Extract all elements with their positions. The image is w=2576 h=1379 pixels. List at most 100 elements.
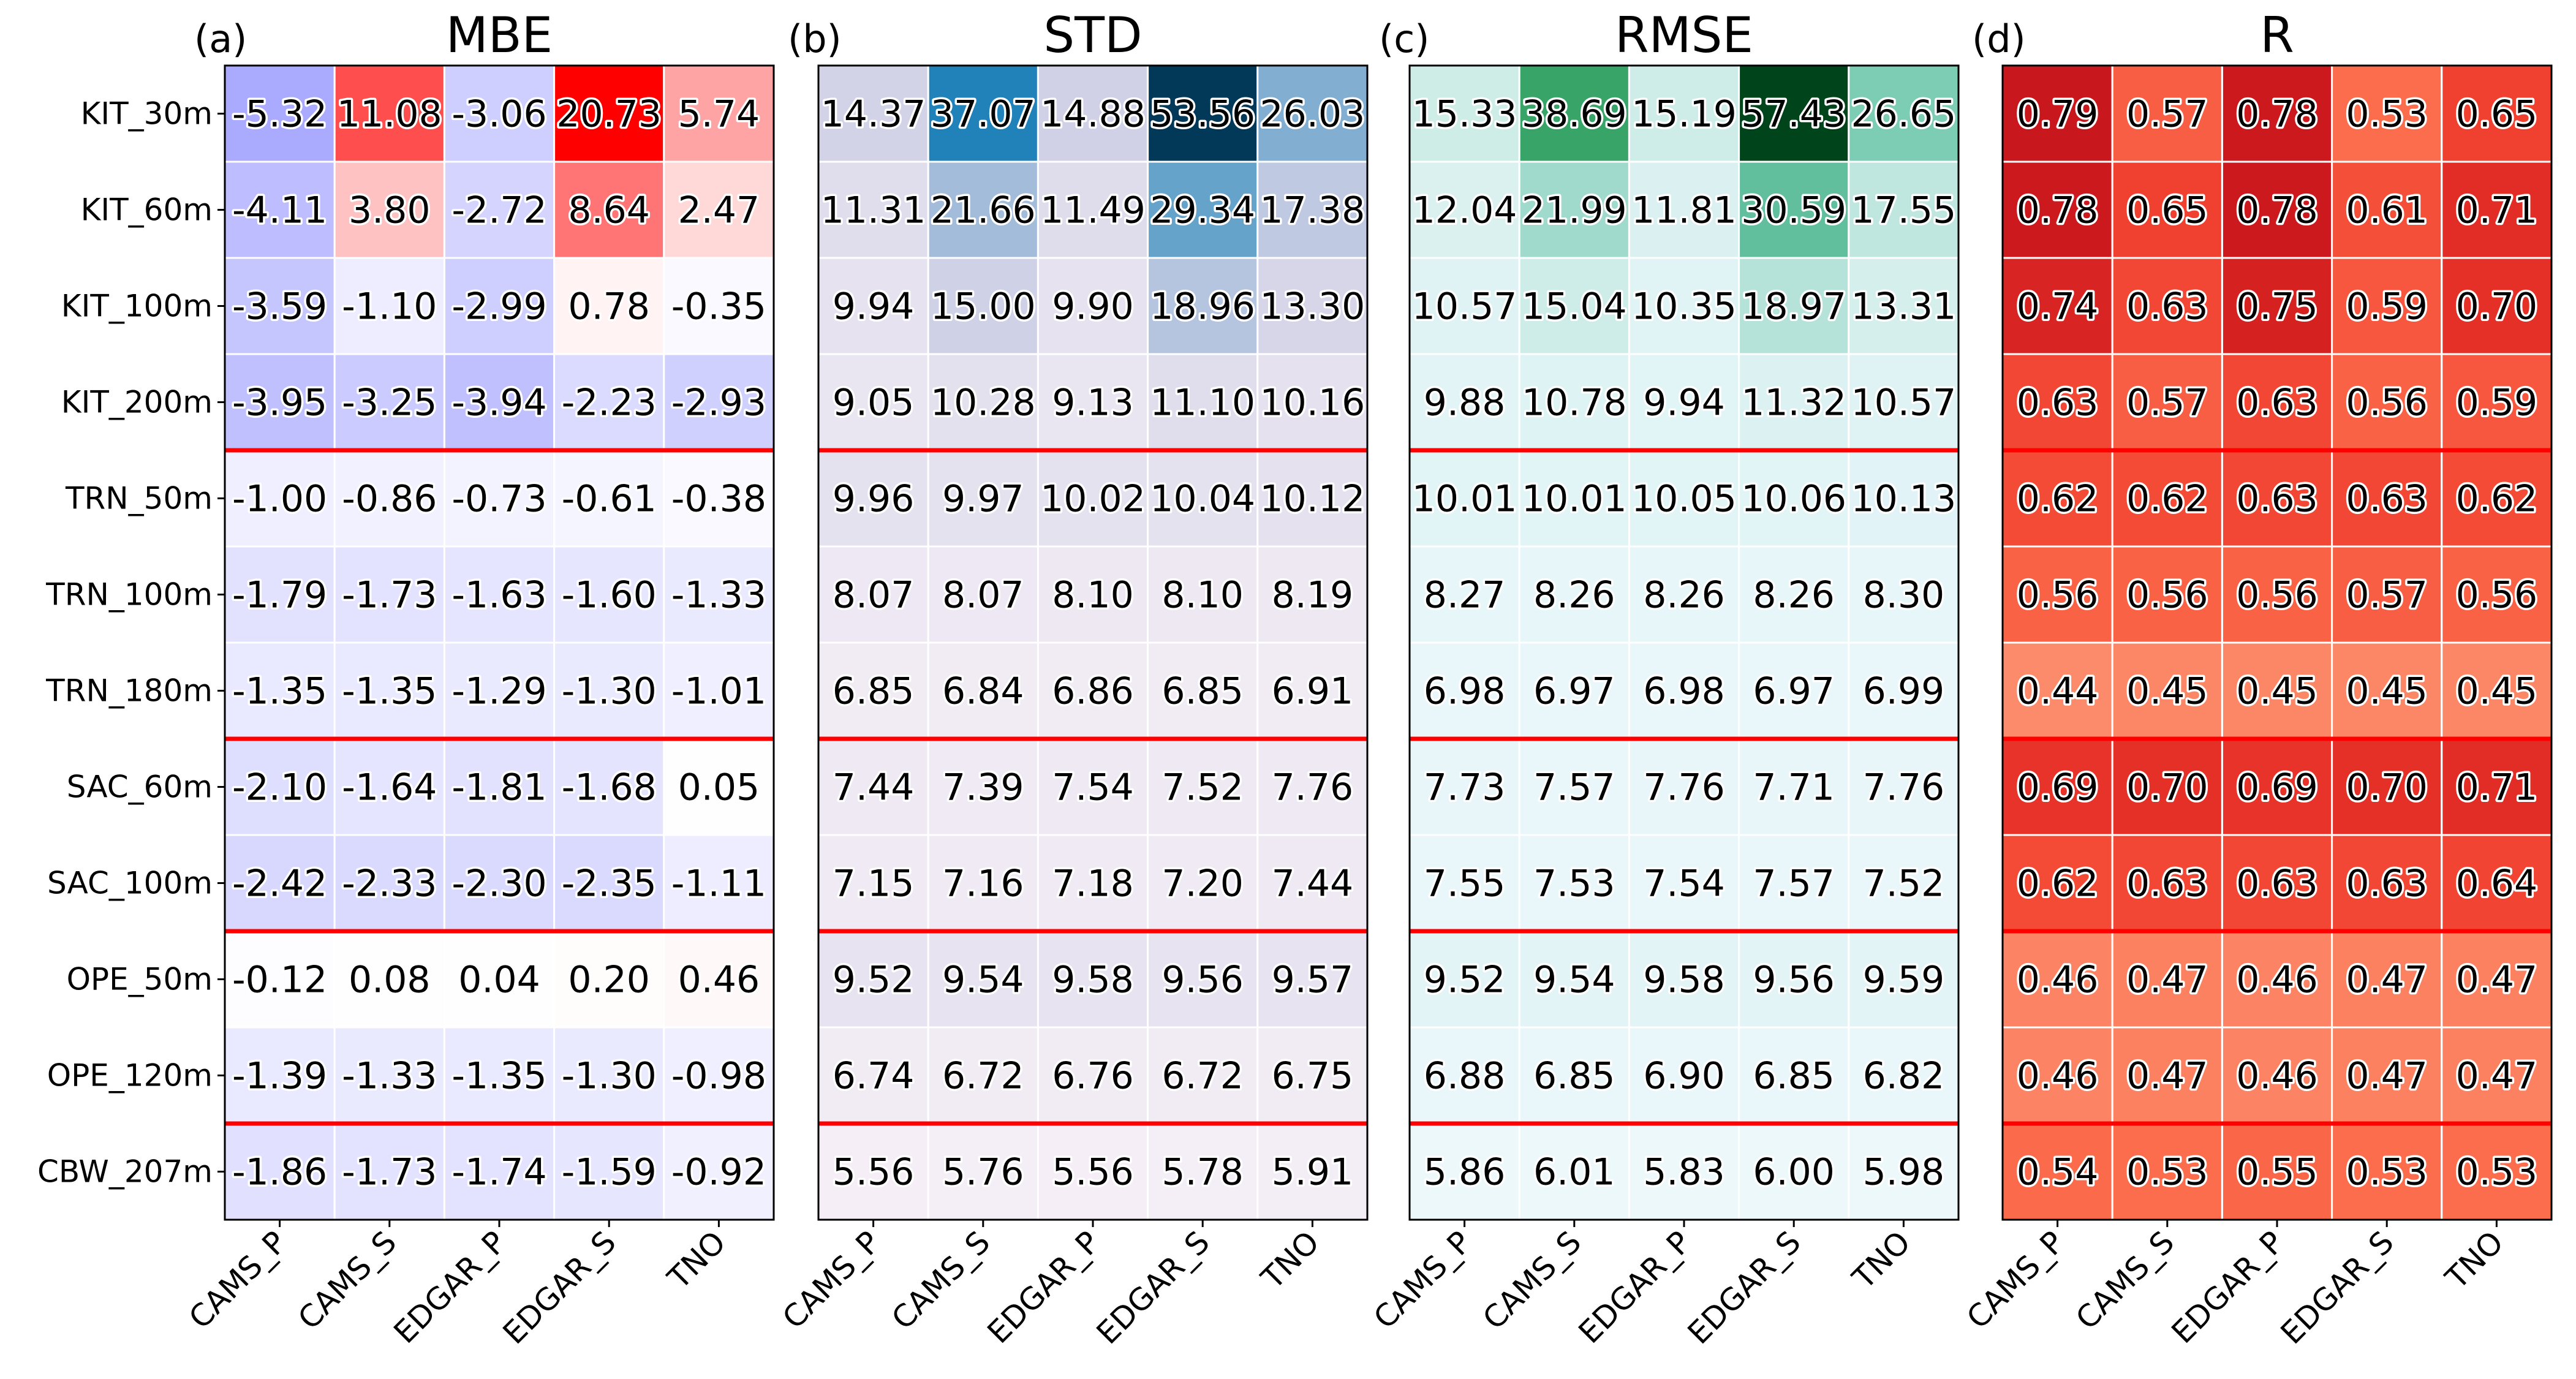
cell-value-label: -1.35 xyxy=(451,1055,546,1098)
cell-value-label: 15.04 xyxy=(1522,285,1627,328)
cell-value-label: 0.63 xyxy=(2126,863,2208,905)
cell-value-label: 8.64 xyxy=(568,189,650,232)
cell-value-label: 5.78 xyxy=(1161,1151,1244,1194)
panel-mbe: -5.32 11.08 -3.06 20.73 5.74 -4.11 3.80 -2.72 8.… xyxy=(37,7,775,1351)
heatmap-cell xyxy=(663,1026,775,1125)
cell-value-label: -0.12 xyxy=(232,959,327,1002)
cell-value-label: -1.73 xyxy=(342,574,437,617)
cell-value-label: -0.38 xyxy=(671,478,766,521)
cell-value-label: 30.59 xyxy=(1741,189,1846,232)
cell-value-label: 53.56 xyxy=(1150,93,1255,136)
cell-value-label: 0.56 xyxy=(2236,574,2318,617)
cell-value-label: -1.68 xyxy=(562,766,657,809)
cell-value-label: 6.97 xyxy=(1753,670,1835,713)
heatmap-cell xyxy=(333,353,445,451)
cell-value-label: 9.57 xyxy=(1272,959,1354,1002)
cell-value-label: 10.06 xyxy=(1741,478,1846,521)
x-tick-label: CAMS_S xyxy=(885,1224,997,1336)
cell-value-label: 5.76 xyxy=(942,1151,1024,1194)
cell-value-label: -3.94 xyxy=(451,382,546,425)
heatmap-cell xyxy=(2001,738,2113,836)
heatmap-cell xyxy=(2001,545,2113,644)
heatmap-cell xyxy=(1738,1026,1850,1125)
heatmap-cell xyxy=(1738,641,1850,740)
cell-value-label: -1.63 xyxy=(451,574,546,617)
cell-value-label: 0.70 xyxy=(2126,766,2208,809)
cell-value-label: 0.47 xyxy=(2126,1055,2208,1098)
cell-value-label: 29.34 xyxy=(1150,189,1255,232)
panel-title: MBE xyxy=(446,7,553,64)
cell-value-label: 9.54 xyxy=(942,959,1024,1002)
cell-value-label: -2.42 xyxy=(232,863,327,905)
cell-value-label: 10.05 xyxy=(1631,478,1737,521)
cell-value-label: 0.45 xyxy=(2346,670,2428,713)
cell-value-label: 0.65 xyxy=(2456,93,2538,136)
heatmap-cell xyxy=(1628,641,1740,740)
heatmap-cell xyxy=(1628,834,1740,932)
panel-rmse: 15.33 38.69 15.19 57.43 26.65 12.04 21.99 11.81… xyxy=(1367,7,1960,1351)
cell-value-label: 8.10 xyxy=(1161,574,1244,617)
cell-value-label: 11.10 xyxy=(1150,382,1255,425)
cell-value-label: 5.56 xyxy=(833,1151,915,1194)
heatmap-cell xyxy=(2441,1122,2553,1221)
cell-value-label: -1.00 xyxy=(232,478,327,521)
heatmap-cell xyxy=(2221,545,2333,644)
cell-value-label: 0.63 xyxy=(2236,863,2318,905)
cell-value-label: 0.20 xyxy=(568,959,650,1002)
cell-value-label: 0.71 xyxy=(2456,766,2538,809)
cell-value-label: 9.58 xyxy=(1052,959,1134,1002)
cell-value-label: -0.73 xyxy=(451,478,546,521)
cell-value-label: 0.46 xyxy=(2017,1055,2099,1098)
cell-value-label: 8.10 xyxy=(1052,574,1134,617)
x-tick-label: TNO xyxy=(2438,1224,2510,1296)
heatmap-cell xyxy=(443,449,556,548)
heatmap-cell xyxy=(927,930,1039,1029)
heatmap-cell xyxy=(2221,161,2333,259)
cell-value-label: 15.00 xyxy=(931,285,1036,328)
y-tick-label: SAC_100m xyxy=(47,866,213,901)
cell-value-label: 0.53 xyxy=(2346,1151,2428,1194)
heatmap-cell xyxy=(553,930,665,1029)
cell-value-label: 9.56 xyxy=(1753,959,1835,1002)
y-tick-label: TRN_100m xyxy=(45,577,213,613)
heatmap-cell xyxy=(2331,353,2443,451)
heatmap-cell xyxy=(224,64,336,163)
cell-value-label: 7.53 xyxy=(1533,863,1615,905)
heatmap-cell xyxy=(927,834,1039,932)
cell-value-label: 10.04 xyxy=(1150,478,1255,521)
cell-value-label: -0.98 xyxy=(671,1055,766,1098)
heatmap-cell xyxy=(2221,64,2333,163)
cell-value-label: 7.16 xyxy=(942,863,1024,905)
x-tick-label: EDGAR_S xyxy=(2274,1224,2401,1351)
x-tick-label: EDGAR_P xyxy=(1572,1224,1698,1350)
cell-value-label: -3.95 xyxy=(232,382,327,425)
heatmap-cell xyxy=(2221,1122,2333,1221)
cell-value-label: 0.47 xyxy=(2456,959,2538,1002)
cell-value-label: 6.91 xyxy=(1272,670,1354,713)
cell-value-label: 9.96 xyxy=(833,478,915,521)
panel-label: (b) xyxy=(788,17,842,61)
heatmap-cell xyxy=(2441,257,2553,355)
cell-value-label: 20.73 xyxy=(556,93,662,136)
panel-label: (c) xyxy=(1379,17,1429,61)
cell-value-label: 0.62 xyxy=(2456,478,2538,521)
cell-value-label: 8.30 xyxy=(1863,574,1945,617)
cell-value-label: 0.53 xyxy=(2126,1151,2208,1194)
x-tick-label: EDGAR_S xyxy=(1681,1224,1808,1351)
heatmap-cell xyxy=(553,257,665,355)
cell-value-label: -3.06 xyxy=(451,93,546,136)
heatmap-cell xyxy=(2331,64,2443,163)
heatmap-cell xyxy=(1628,545,1740,644)
panel-label: (d) xyxy=(1972,17,2026,61)
cell-value-label: -2.93 xyxy=(671,382,766,425)
heatmap-cell xyxy=(663,834,775,932)
cell-value-label: -1.60 xyxy=(562,574,657,617)
heatmap-cell xyxy=(1408,545,1520,644)
cell-value-label: -1.35 xyxy=(232,670,327,713)
cell-value-label: 6.97 xyxy=(1533,670,1615,713)
cell-value-label: 0.69 xyxy=(2236,766,2318,809)
cell-value-label: 26.03 xyxy=(1260,93,1365,136)
heatmap-cell xyxy=(443,353,556,451)
cell-value-label: 6.76 xyxy=(1052,1055,1134,1098)
cell-value-label: 0.56 xyxy=(2456,574,2538,617)
